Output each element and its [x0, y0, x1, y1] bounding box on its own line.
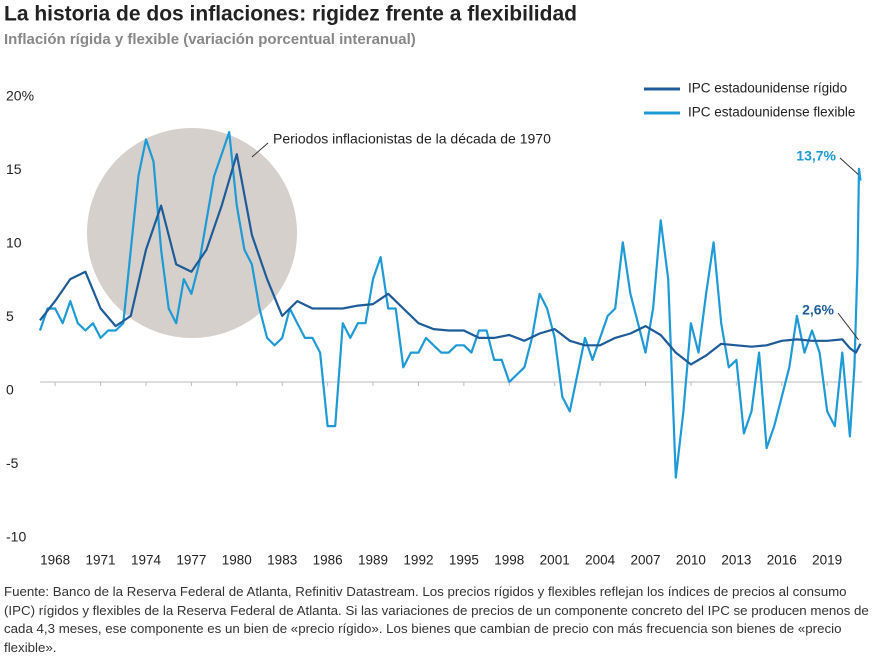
series-line — [38, 131, 862, 479]
annotation: 2,6% — [802, 302, 834, 318]
x-tick-label: 2001 — [540, 553, 570, 568]
x-tick-label: 2013 — [721, 553, 751, 568]
x-tick-label: 1971 — [86, 553, 116, 568]
x-tick-label: 1968 — [40, 553, 70, 568]
y-tick-label: -5 — [6, 455, 19, 471]
annotation: 13,7% — [796, 148, 836, 164]
annotation-line — [251, 142, 269, 158]
x-tick-label: 2007 — [631, 553, 661, 568]
x-tick-label: 1974 — [131, 553, 162, 568]
y-tick-label: 0 — [6, 382, 14, 398]
chart: La historia de dos inflaciones: rigidez … — [4, 3, 862, 568]
annotation-line — [839, 157, 859, 175]
source-note: Fuente: Banco de la Reserva Federal de A… — [4, 584, 869, 655]
chart-subtitle: Inflación rígida y flexible (variación p… — [4, 31, 416, 48]
x-tick-label: 2010 — [676, 553, 706, 568]
annotation-line — [837, 312, 859, 341]
legend-label: IPC estadounidense flexible — [688, 105, 855, 120]
y-tick-label: 15 — [6, 161, 22, 177]
x-tick-label: 1977 — [176, 553, 206, 568]
highlight-circle — [87, 128, 297, 338]
x-tick-label: 2016 — [767, 553, 797, 568]
x-tick-label: 1989 — [358, 553, 388, 568]
y-tick-label: 5 — [6, 308, 14, 324]
y-tick-label: 20% — [6, 88, 34, 104]
legend-label: IPC estadounidense rígido — [688, 81, 847, 96]
x-tick-label: 1983 — [267, 553, 297, 568]
x-tick-label: 1995 — [449, 553, 479, 568]
x-tick-label: 1986 — [313, 553, 343, 568]
x-tick-label: 1992 — [403, 553, 433, 568]
y-tick-label: -10 — [6, 529, 26, 545]
x-tick-label: 1980 — [222, 553, 252, 568]
x-tick-label: 2004 — [585, 553, 616, 568]
chart-title: La historia de dos inflaciones: rigidez … — [4, 3, 577, 26]
y-tick-label: 10 — [6, 235, 22, 251]
annotation: Periodos inflacionistas de la década de … — [273, 131, 551, 147]
series-line — [39, 153, 862, 366]
x-tick-label: 1998 — [494, 553, 524, 568]
x-tick-label: 2019 — [812, 553, 842, 568]
